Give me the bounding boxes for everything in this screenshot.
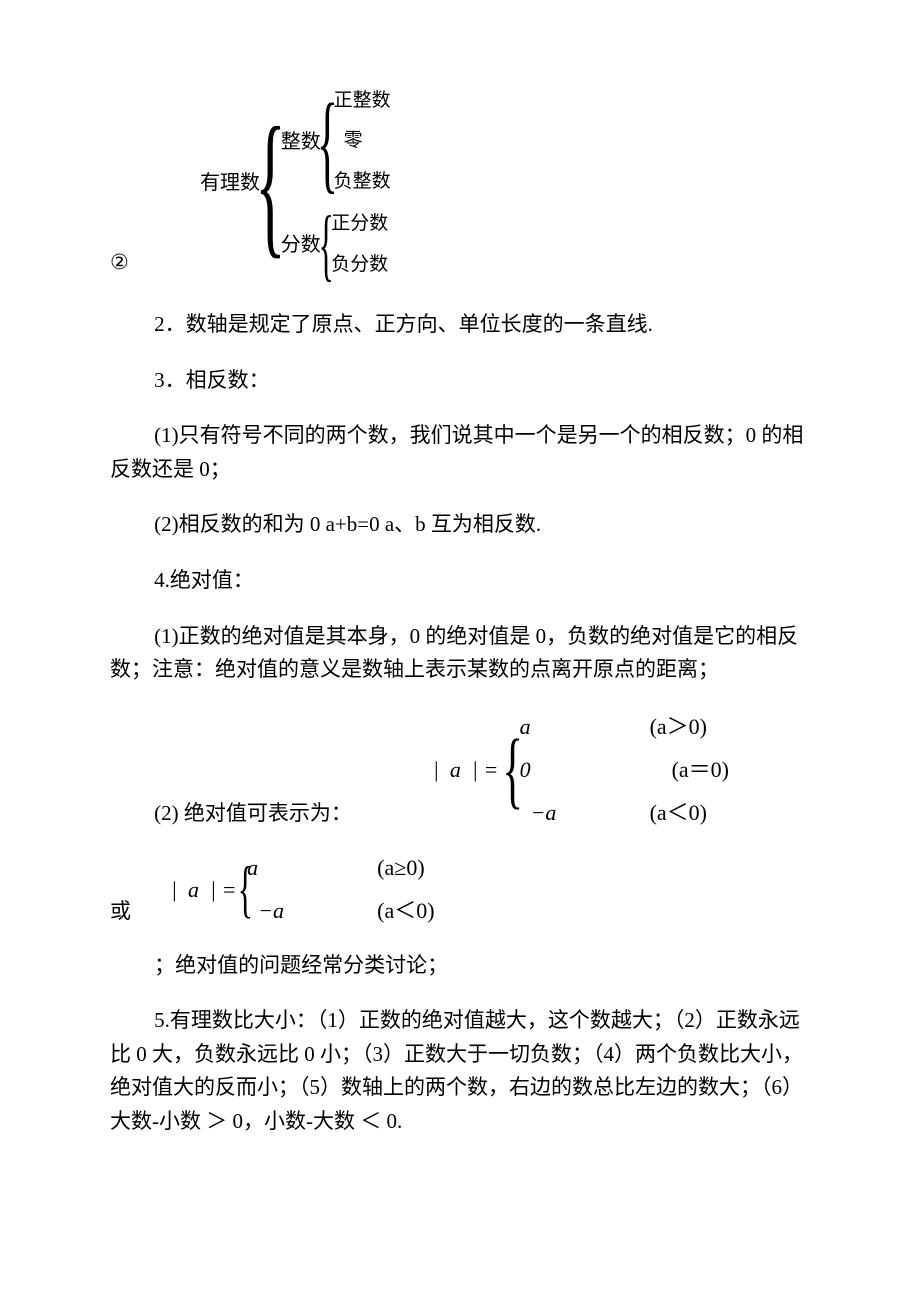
case-val: 0 xyxy=(520,752,650,787)
leaf: 负整数 xyxy=(334,167,391,197)
para-2-number-line: 2．数轴是规定了原点、正方向、单位长度的一条直线. xyxy=(110,308,810,342)
para-4-2-prefix: (2) 绝对值可表示为： xyxy=(110,797,352,831)
leaf: 正整数 xyxy=(334,86,391,116)
text: (1)正数的绝对值是其本身，0 的绝对值是 0，负数的绝对值是它的相反数；注意：… xyxy=(110,624,798,682)
abs-formula-2-row: 或 | a | = { a (a≥0) −a (a＜0) xyxy=(110,850,810,928)
para-4-1: (1)正数的绝对值是其本身，0 的绝对值是 0，负数的绝对值是它的相反数；注意：… xyxy=(110,620,810,687)
case-cond: (a≥0) xyxy=(377,850,425,885)
para-3-2: (2)相反数的和为 0 a+b=0 a、b 互为相反数. xyxy=(110,508,810,542)
case-val: −a xyxy=(247,893,377,928)
para-4-absvalue: 4.绝对值： xyxy=(110,564,810,598)
abs-formula-1: | a | = { a (a＞0) 0 (a＝0) −a (a＜0) xyxy=(433,709,729,831)
leaf: 零 xyxy=(334,126,391,156)
leaf: 正分数 xyxy=(331,209,388,239)
para-5-comparison: 5.有理数比大小：（1）正数的绝对值越大，这个数越大；（2）正数永远比 0 大，… xyxy=(110,1004,810,1138)
text: 5.有理数比大小：（1）正数的绝对值越大，这个数越大；（2）正数永远比 0 大，… xyxy=(110,1008,803,1133)
case-row: 0 (a＝0) xyxy=(520,752,729,787)
case-row: −a (a＜0) xyxy=(520,795,729,830)
abs-lhs: | a | = xyxy=(171,872,240,907)
branch-label: 分数 xyxy=(281,229,321,261)
circle-number-2: ② xyxy=(110,246,129,280)
or-prefix: 或 xyxy=(110,895,131,929)
case-val: −a xyxy=(520,795,650,830)
case-cond: (a＜0) xyxy=(650,795,707,830)
classification-tree: 有理数 { 整数 { 正整数 零 负整数 分数 { 正分数 xyxy=(140,80,810,286)
case-val: a xyxy=(520,709,650,744)
para-3-opposite: 3．相反数： xyxy=(110,364,810,398)
tree-branch-integers: 整数 { 正整数 零 负整数 xyxy=(281,86,391,197)
abs-formula-2: | a | = { a (a≥0) −a (a＜0) xyxy=(171,850,435,928)
text: (1)只有符号不同的两个数，我们说其中一个是另一个的相反数；0 的相反数还是 0… xyxy=(110,423,803,481)
case-val: a xyxy=(247,850,377,885)
case-cond: (a＞0) xyxy=(650,709,707,744)
abs-lhs: | a | = xyxy=(433,752,502,787)
case-cond: (a＜0) xyxy=(377,893,434,928)
case-row: −a (a＜0) xyxy=(247,893,434,928)
para-3-1: (1)只有符号不同的两个数，我们说其中一个是另一个的相反数；0 的相反数还是 0… xyxy=(110,419,810,486)
abs-formula-1-row: (2) 绝对值可表示为： | a | = { a (a＞0) 0 (a＝0) −… xyxy=(110,709,810,831)
leaf: 负分数 xyxy=(331,250,388,280)
tree-branch-fractions: 分数 { 正分数 负分数 xyxy=(281,209,391,280)
tree-root-label: 有理数 xyxy=(200,167,260,199)
branch-label: 整数 xyxy=(281,126,321,158)
case-cond: (a＝0) xyxy=(650,752,729,787)
para-4-3: ；绝对值的问题经常分类讨论； xyxy=(110,949,810,983)
case-row: a (a≥0) xyxy=(247,850,434,885)
case-row: a (a＞0) xyxy=(520,709,729,744)
